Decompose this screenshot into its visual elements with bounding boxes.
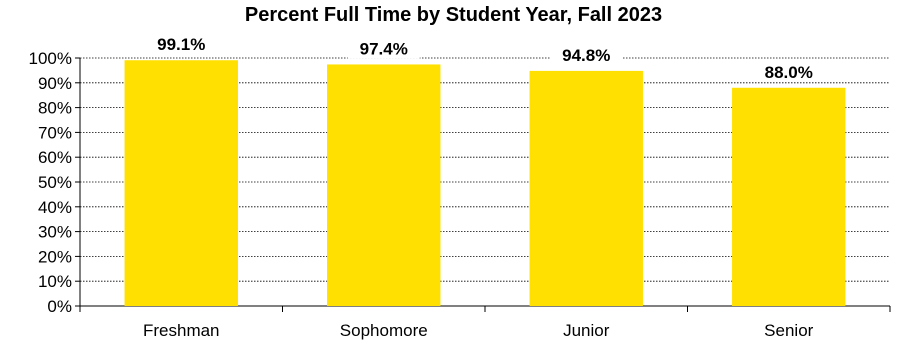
data-label: 88.0% — [765, 63, 813, 82]
data-label: 94.8% — [562, 46, 610, 65]
bar — [327, 64, 441, 306]
x-category-label: Freshman — [143, 321, 220, 340]
y-tick-label: 100% — [29, 49, 72, 68]
data-label-background — [752, 59, 825, 82]
y-tick-label: 30% — [38, 223, 72, 242]
x-category-label: Junior — [563, 321, 610, 340]
y-tick-label: 70% — [38, 123, 72, 142]
data-label-background — [550, 42, 623, 65]
bar — [732, 87, 846, 306]
chart-title: Percent Full Time by Student Year, Fall … — [244, 4, 663, 26]
data-label: 99.1% — [157, 35, 205, 54]
x-category-label: Senior — [764, 321, 813, 340]
x-category-label: Sophomore — [340, 321, 428, 340]
y-tick-label: 60% — [38, 148, 72, 167]
y-tick-label: 80% — [38, 99, 72, 118]
y-tick-label: 40% — [38, 198, 72, 217]
y-tick-label: 10% — [38, 272, 72, 291]
bar — [529, 70, 643, 307]
y-tick-label: 50% — [38, 173, 72, 192]
y-tick-label: 0% — [47, 297, 72, 316]
data-label-background — [145, 32, 218, 55]
y-tick-label: 90% — [38, 74, 72, 93]
bar — [124, 60, 238, 307]
y-tick-label: 20% — [38, 247, 72, 266]
data-label: 97.4% — [360, 39, 408, 58]
data-label-background — [347, 36, 420, 59]
